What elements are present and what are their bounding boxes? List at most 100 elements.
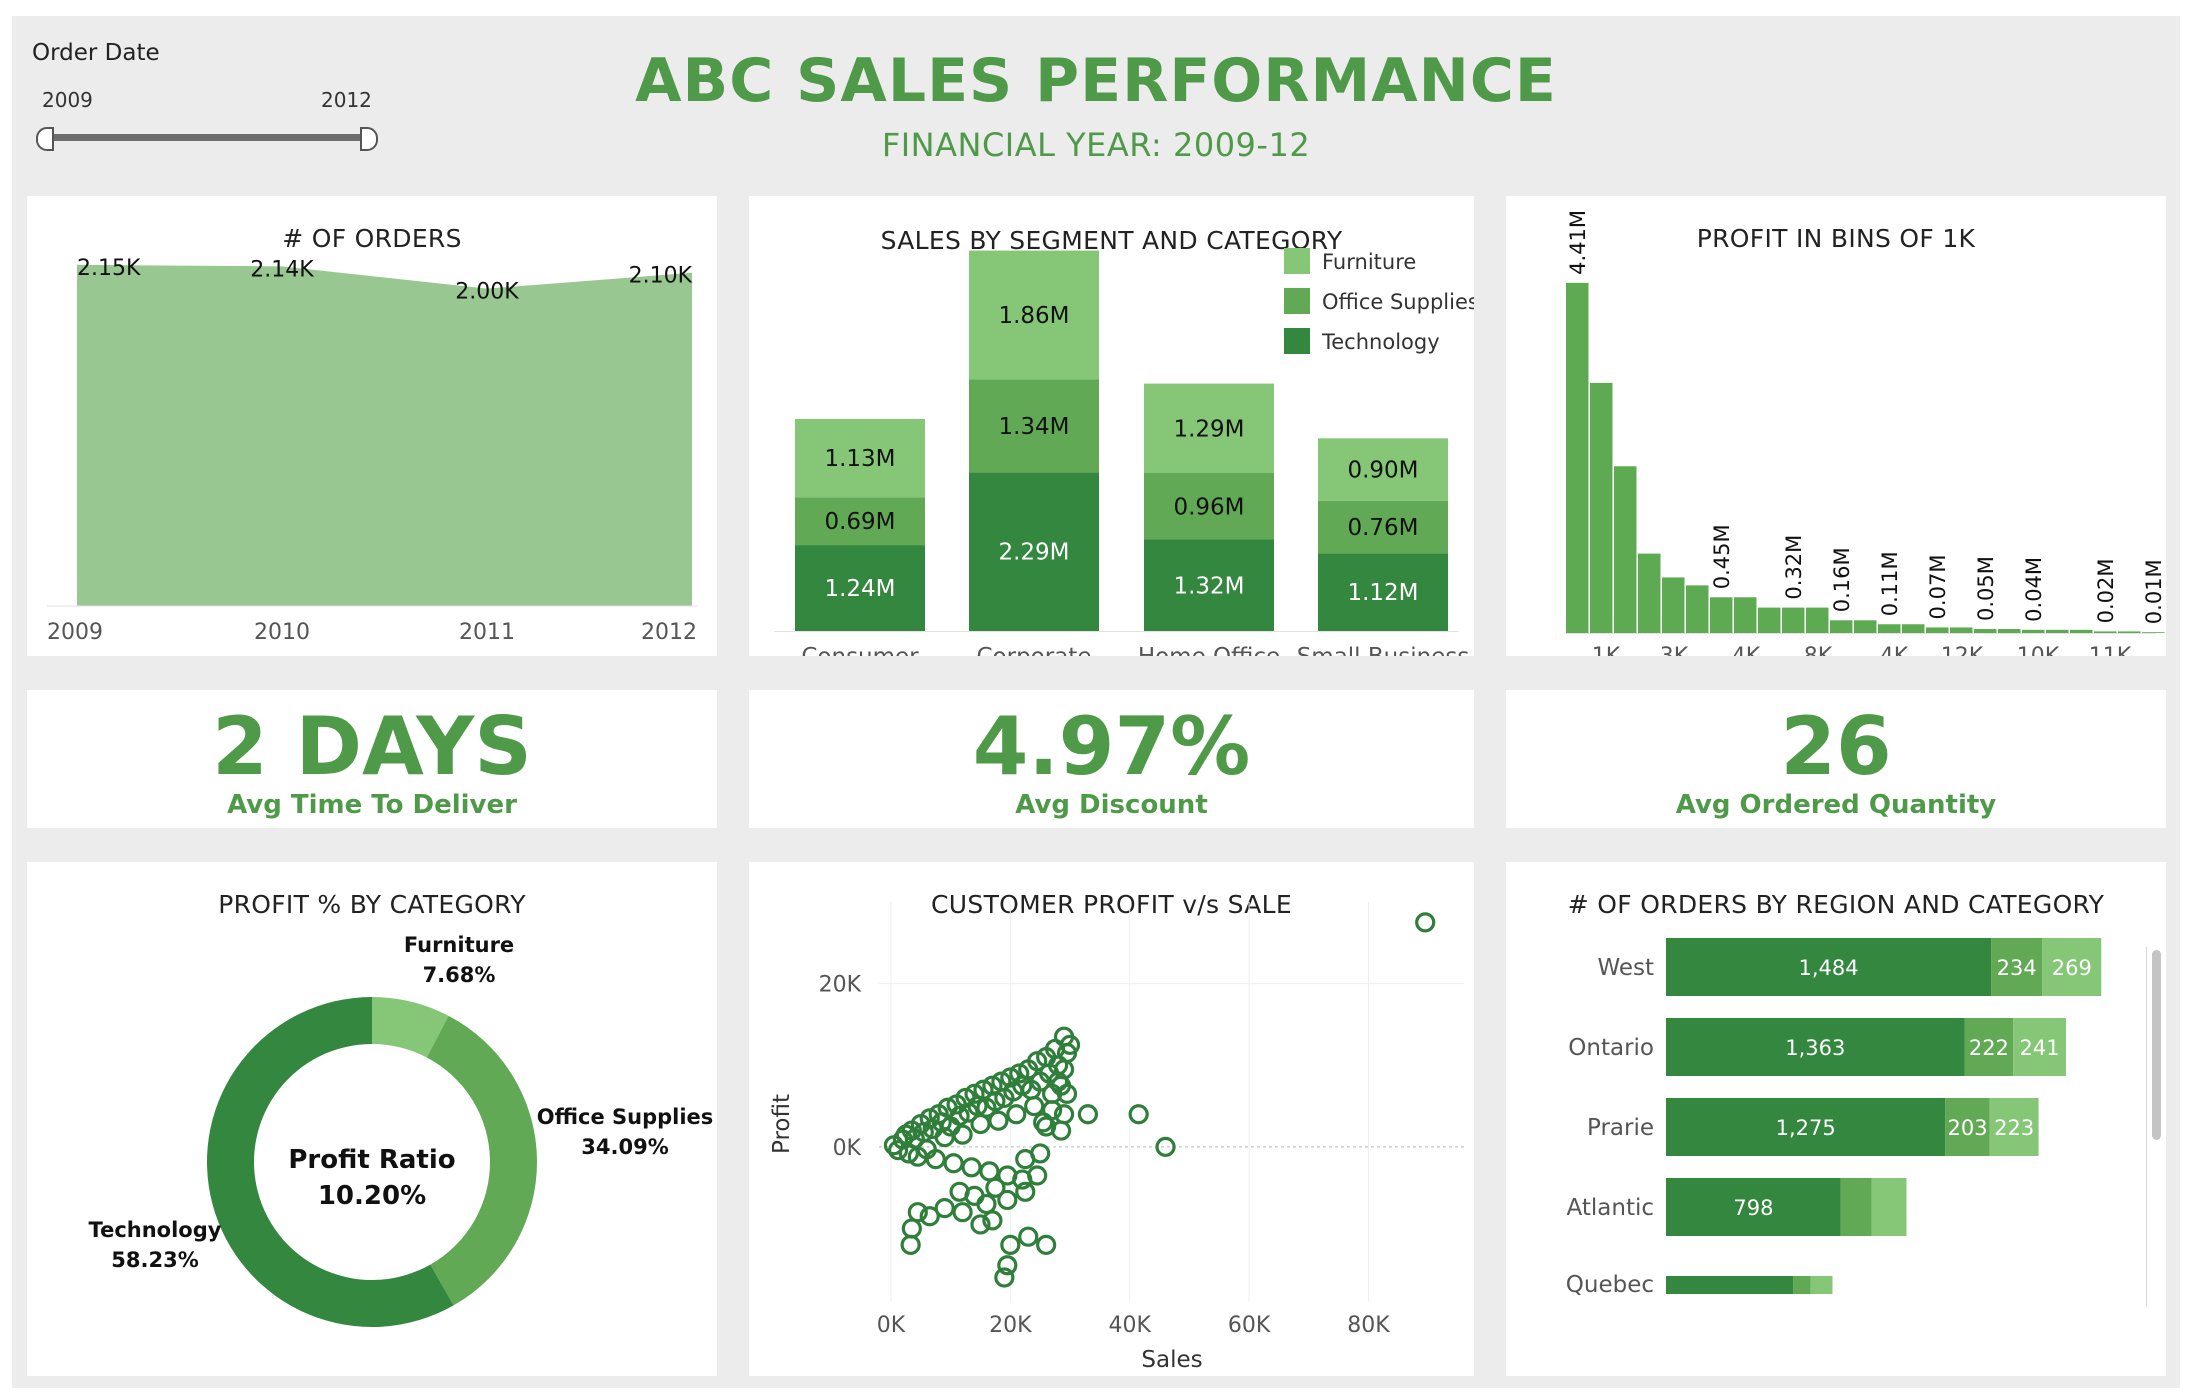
scatter-point [934, 1198, 955, 1219]
bin-bar [2142, 632, 2165, 633]
segment-x-tick-label: Corporate [977, 644, 1092, 656]
segment-legend-swatch [1284, 288, 1310, 314]
donut-center-value: 10.20% [318, 1181, 426, 1211]
bin-bar [2070, 629, 2093, 633]
donut-chart-title: PROFIT % BY CATEGORY [218, 890, 526, 919]
kpi-avg-ordered-quantity: 26 Avg Ordered Quantity [1506, 690, 2166, 828]
orders-data-label: 2.15K [77, 256, 141, 281]
scatter-x-axis-label: Sales [1141, 1347, 1202, 1373]
scatter-point [982, 1210, 1003, 1231]
region-bar-label: 234 [1997, 956, 2037, 980]
profit-donut-chart: Profit Ratio 10.20% Furniture 7.68% Office S… [89, 933, 713, 1327]
scatter-point [1036, 1234, 1057, 1255]
donut-slice-name: Furniture [404, 933, 514, 957]
dashboard-title: ABC SALES PERFORMANCE [635, 46, 1557, 116]
bin-data-label: 0.02M [2094, 559, 2118, 624]
scatter-point [1030, 1143, 1051, 1164]
segment-legend-swatch [1284, 248, 1310, 274]
scatter-x-tick-label: 0K [877, 1313, 906, 1338]
region-scroll-track[interactable] [2146, 947, 2147, 1307]
bins-panel: PROFIT IN BINS OF 1K 4.41M -1K 3K 0.45M 4K 0.… [1506, 196, 2166, 656]
region-bar-label: 241 [2020, 1036, 2060, 1060]
bin-bar [2022, 629, 2045, 633]
scatter-point [979, 1161, 1000, 1182]
donut-slice-value: 58.23% [111, 1248, 198, 1272]
bin-data-label: 0.04M [2022, 557, 2046, 622]
slider-handle-start[interactable] [36, 127, 54, 151]
scatter-point [988, 1110, 1009, 1131]
region-bar [1810, 1276, 1833, 1294]
scatter-point [976, 1193, 997, 1215]
orders-area-chart: 2.15K 2009 2.14K 2010 2.00K 2011 2.10K 2012 [47, 256, 697, 645]
segment-bar [969, 379, 1099, 473]
dashboard-subtitle: FINANCIAL YEAR: 2009-12 [881, 126, 1311, 164]
segment-bar-label: 2.29M [998, 540, 1069, 566]
region-bar [1945, 1098, 1990, 1156]
order-date-filter[interactable]: Order Date 2009 2012 [32, 40, 392, 180]
bin-bar [1662, 577, 1685, 633]
slider-handle-end[interactable] [360, 127, 378, 151]
segment-bar-label: 1.24M [824, 576, 895, 602]
orders-x-tick-label: 2012 [641, 620, 697, 645]
region-bar-label: 203 [1947, 1116, 1987, 1140]
region-y-tick-label: Prarie [1587, 1115, 1654, 1141]
segment-bar-label: 0.90M [1347, 458, 1418, 484]
scatter-x-tick-label: 60K [1228, 1313, 1271, 1338]
scatter-point [949, 1105, 970, 1126]
scatter-x-tick-label: 20K [989, 1313, 1032, 1338]
bin-x-tick-label: -10K [2009, 644, 2060, 656]
bin-bar [1950, 627, 1973, 633]
segment-bar [969, 250, 1099, 380]
scatter-chart-title: CUSTOMER PROFIT v/s SALE [931, 890, 1292, 919]
filter-label: Order Date [32, 40, 160, 66]
segment-bar-label: 1.12M [1347, 580, 1418, 606]
scatter-y-tick-label: 20K [819, 973, 862, 998]
orders-area [77, 264, 692, 606]
slider-track[interactable] [44, 134, 366, 141]
region-scrollbar-thumb[interactable] [2152, 950, 2161, 1140]
bin-bar [1710, 597, 1733, 633]
bin-x-tick-label: -4K [1872, 644, 1909, 656]
scatter-point [901, 1218, 922, 1239]
orders-chart-title: # OF ORDERS [282, 224, 462, 253]
bin-bar [2094, 631, 2117, 633]
region-bar-label: 1,275 [1776, 1116, 1836, 1140]
bin-bar [2046, 629, 2069, 633]
bin-bar [2118, 631, 2141, 633]
bin-data-label: 0.45M [1710, 524, 1734, 589]
scatter-point [997, 1189, 1018, 1211]
bin-bar [1998, 629, 2021, 633]
region-y-tick-label: Ontario [1568, 1035, 1654, 1061]
customer-scatter-plot: 0K 20K 40K 60K 80K 0K 20K Sales Profit [769, 902, 1464, 1373]
segment-x-tick-label: Consumer [801, 644, 919, 656]
orders-x-tick-label: 2009 [47, 620, 103, 645]
segment-bar [969, 472, 1099, 631]
bin-bar [1614, 466, 1637, 633]
scatter-point [994, 1267, 1015, 1288]
segment-x-tick-label: Small Business [1297, 644, 1470, 656]
segment-bar-label: 0.96M [1173, 494, 1244, 520]
kpi-avg-time-to-deliver: 2 DAYS Avg Time To Deliver [27, 690, 717, 828]
bin-bar [1782, 607, 1805, 633]
scatter-x-tick-label: 80K [1347, 1313, 1390, 1338]
kpi-label: Avg Ordered Quantity [1675, 790, 1997, 820]
segment-x-tick-label: Home Office [1138, 644, 1280, 656]
donut-slice-name: Technology [89, 1218, 222, 1242]
segment-bar-label: 1.32M [1173, 573, 1244, 599]
segment-chart-title: SALES BY SEGMENT AND CATEGORY [880, 226, 1343, 255]
orders-data-label: 2.10K [629, 264, 693, 289]
bin-x-tick-label: -11K [2081, 644, 2132, 656]
kpi-label: Avg Time To Deliver [227, 790, 517, 820]
scatter-point [1077, 1104, 1099, 1125]
segment-bar [1144, 383, 1274, 473]
bin-bar [1734, 597, 1757, 633]
bin-data-label: 0.11M [1878, 551, 1902, 616]
scatter-x-tick-label: 40K [1109, 1313, 1152, 1338]
scatter-point [1006, 1104, 1027, 1125]
donut-slice-value: 34.09% [581, 1135, 668, 1159]
segment-panel: SALES BY SEGMENT AND CATEGORY 1.24M 0.69M… [749, 196, 1474, 656]
segment-bar [1144, 473, 1274, 540]
bin-bar [1878, 624, 1901, 633]
bin-x-tick-label: 4K [1732, 644, 1761, 656]
bin-bar [1830, 620, 1853, 633]
